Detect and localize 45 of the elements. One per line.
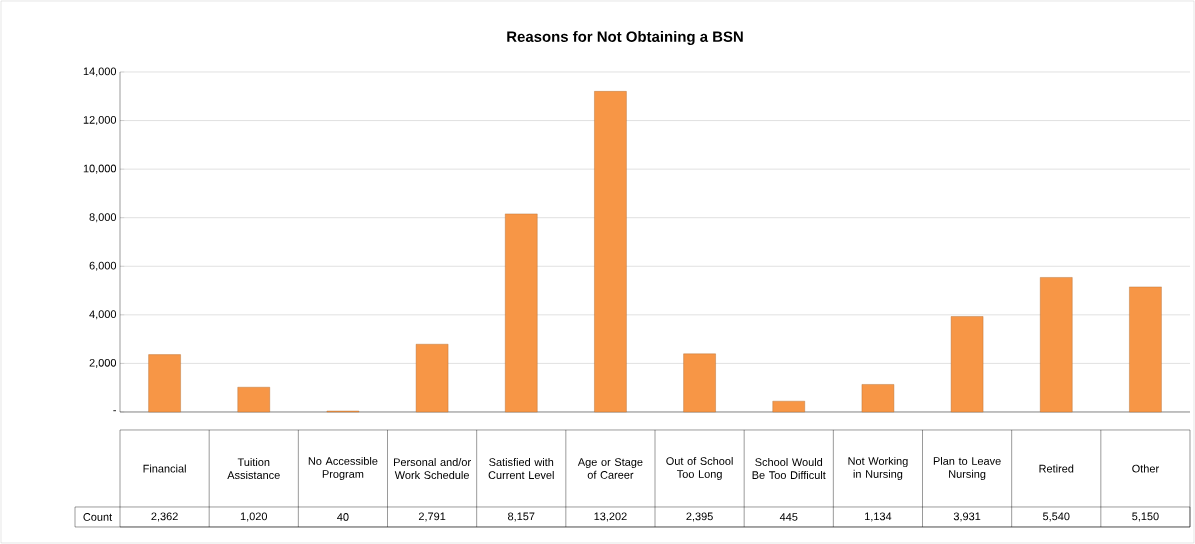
x-tick-label: Age or Stage of Career (577, 458, 643, 479)
data-label: 5,150 (1132, 512, 1159, 522)
chart-title: Reasons for Not Obtaining a BSN (507, 30, 743, 45)
data-label: 5,540 (1042, 512, 1070, 522)
bar (505, 213, 538, 413)
x-tick-label: Financial (143, 464, 186, 473)
data-label: 2,362 (151, 512, 178, 522)
text: Count (83, 513, 113, 521)
data-label: 1,020 (240, 512, 268, 522)
data-label: 445 (779, 513, 798, 521)
data-label: 13,202 (594, 512, 627, 522)
y-tick-label: 4,000 (89, 310, 117, 320)
bar (1040, 277, 1073, 413)
y-tick-label: 10,000 (83, 164, 117, 174)
bar (237, 387, 270, 413)
x-tick-label: Not Working in Nursing (848, 456, 908, 481)
y-tick-label: 6,000 (89, 261, 117, 271)
data-label: 8,157 (508, 512, 535, 522)
y-tick-label: 8,000 (89, 213, 117, 223)
data-label: 2,395 (686, 512, 713, 522)
x-tick-label: Satisfied with Current Level (488, 457, 554, 479)
bar (1129, 286, 1162, 413)
x-tick-label: Personal and/or Work Schedule (394, 457, 471, 479)
x-tick-label: Retired (1039, 464, 1074, 473)
bar (148, 354, 181, 413)
bar (861, 384, 895, 413)
x-tick-label: Out of School Too Long (666, 456, 733, 481)
y-tick-label: 2,000 (89, 358, 117, 368)
bar (415, 344, 449, 413)
data-label: 40 (337, 513, 349, 521)
x-tick-label: School Would Be Too Difficult (752, 457, 826, 479)
bar (594, 91, 627, 413)
bar (772, 400, 805, 413)
x-tick-label: No Accessible Program (308, 456, 378, 481)
data-label: 2,791 (418, 512, 446, 522)
y-tick-label: - (113, 410, 116, 412)
x-tick-label: Tuition Assistance (227, 457, 280, 479)
y-tick-label: 14,000 (83, 67, 117, 77)
x-tick-label: Other (1132, 464, 1159, 473)
x-tick-label: Plan to Leave Nursing (933, 456, 1001, 481)
data-label: 1,134 (865, 512, 892, 522)
bar (950, 316, 984, 413)
data-label: 3,931 (953, 512, 981, 522)
y-tick-label: 12,000 (83, 116, 117, 126)
bar (683, 353, 716, 413)
